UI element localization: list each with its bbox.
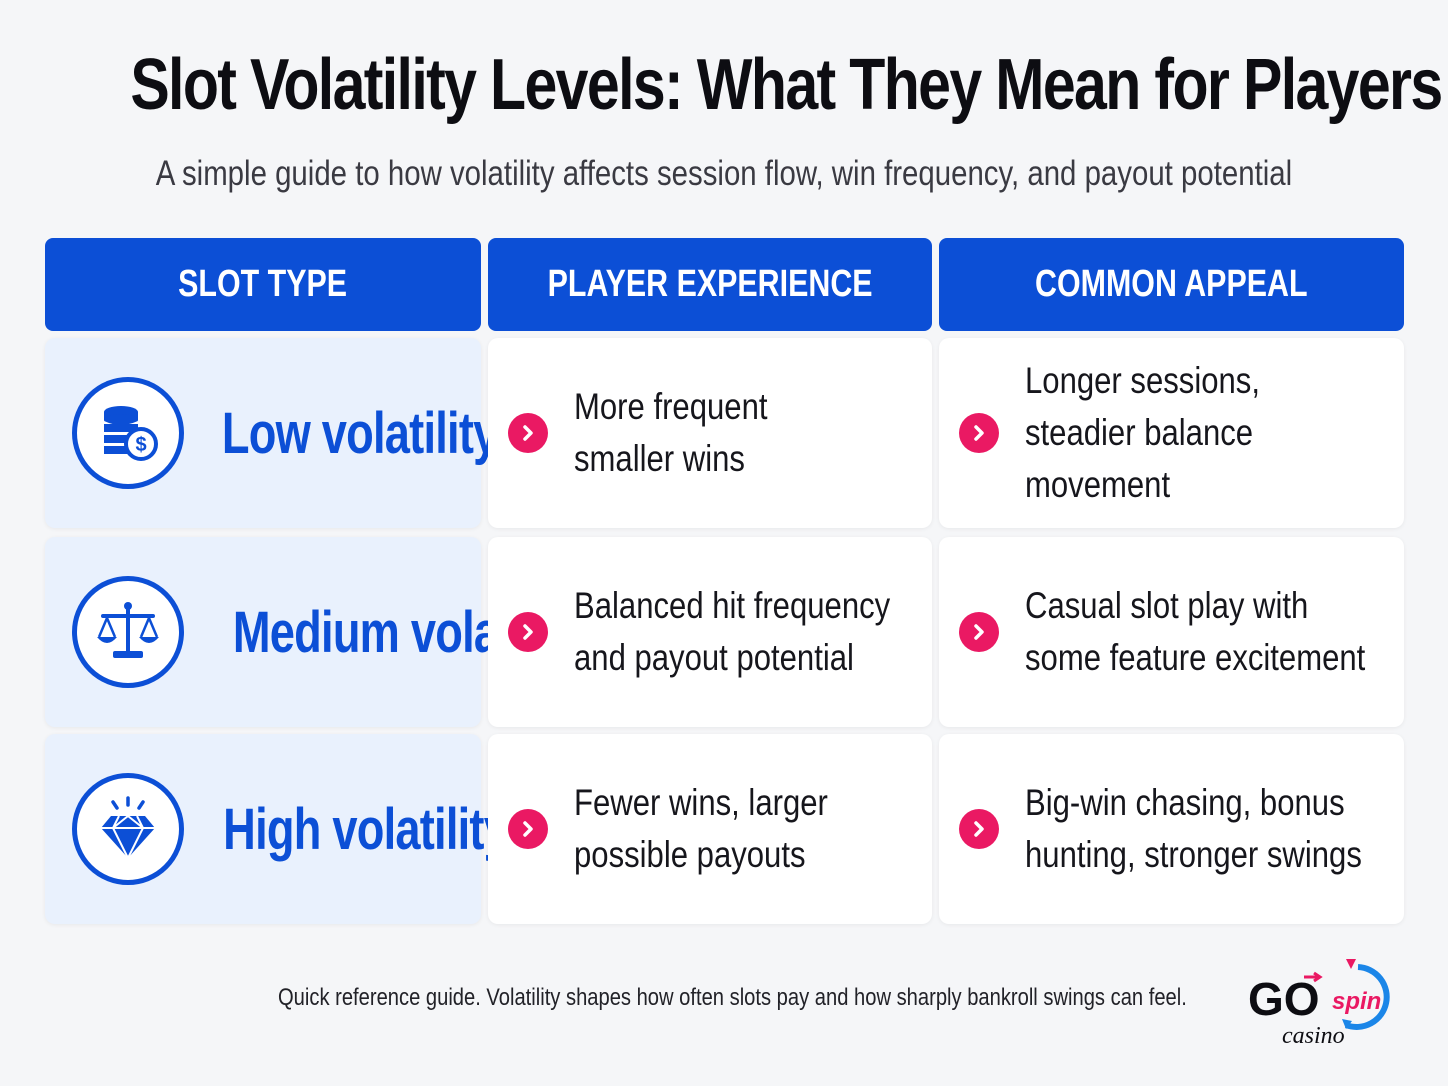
diamond-icon xyxy=(72,773,184,885)
balance-scale-icon xyxy=(72,576,184,688)
header-common-appeal: COMMON APPEAL xyxy=(939,238,1404,331)
header-slot-type: SLOT TYPE xyxy=(45,238,481,331)
gospin-casino-logo: GO spin casino xyxy=(1246,955,1406,1050)
medium-appeal-text: Casual slot play with some feature excit… xyxy=(1025,585,1366,678)
row-low-experience-cell: More frequent smaller wins xyxy=(488,338,932,528)
low-experience-text: More frequent smaller wins xyxy=(574,386,768,479)
svg-text:$: $ xyxy=(135,434,146,456)
row-medium-appeal-cell: Casual slot play with some feature excit… xyxy=(939,537,1404,727)
chevron-right-icon xyxy=(959,612,999,652)
chevron-right-icon xyxy=(508,413,548,453)
medium-experience-text: Balanced hit frequency and payout potent… xyxy=(574,585,891,678)
svg-text:spin: spin xyxy=(1332,988,1381,1015)
row-medium-type-cell: Medium volatility xyxy=(45,537,588,727)
svg-text:GO: GO xyxy=(1248,973,1320,1025)
chevron-right-icon xyxy=(508,809,548,849)
low-appeal-text: Longer sessions, steadier balance moveme… xyxy=(1025,360,1260,505)
low-volatility-label: Low volatility xyxy=(221,400,498,466)
coins-stack-icon: $ xyxy=(72,377,184,489)
chevron-right-icon xyxy=(959,809,999,849)
row-high-appeal-cell: Big-win chasing, bonus hunting, stronger… xyxy=(939,734,1404,924)
high-volatility-label: High volatility xyxy=(223,796,509,862)
svg-text:casino: casino xyxy=(1282,1023,1345,1049)
page-subtitle: A simple guide to how volatility affects… xyxy=(155,154,1293,193)
chevron-right-icon xyxy=(508,612,548,652)
chevron-right-icon xyxy=(959,413,999,453)
high-appeal-text: Big-win chasing, bonus hunting, stronger… xyxy=(1025,782,1362,875)
high-experience-text: Fewer wins, larger possible payouts xyxy=(574,782,828,875)
row-medium-experience-cell: Balanced hit frequency and payout potent… xyxy=(488,537,932,727)
header-player-experience: PLAYER EXPERIENCE xyxy=(488,238,932,331)
page-title: Slot Volatility Levels: What They Mean f… xyxy=(130,45,1443,125)
medium-volatility-label: Medium volatility xyxy=(232,599,588,665)
row-low-appeal-cell: Longer sessions, steadier balance moveme… xyxy=(939,338,1404,528)
row-high-type-cell: High volatility xyxy=(45,734,509,924)
row-low-type-cell: $ Low volatility xyxy=(45,338,498,528)
row-high-experience-cell: Fewer wins, larger possible payouts xyxy=(488,734,932,924)
footnote: Quick reference guide. Volatility shapes… xyxy=(278,984,1187,1011)
